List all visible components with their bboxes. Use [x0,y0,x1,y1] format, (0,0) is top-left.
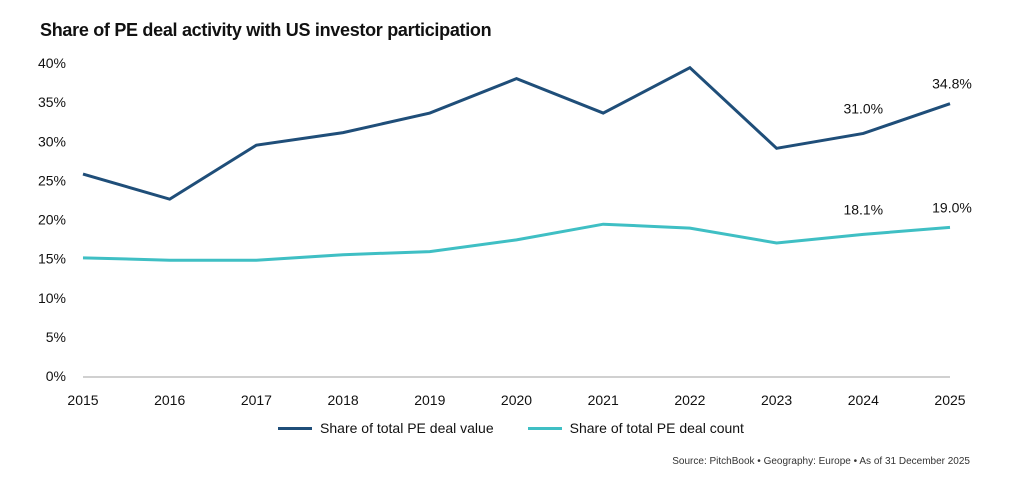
legend: Share of total PE deal value Share of to… [0,420,1022,436]
x-tick-label: 2024 [848,392,879,408]
x-tick-label: 2023 [761,392,792,408]
series-line-1 [82,222,951,262]
x-tick-label: 2018 [328,392,359,408]
x-tick-label: 2019 [414,392,445,408]
x-tick-label: 2020 [501,392,532,408]
legend-swatch [278,426,313,430]
chart-title: Share of PE deal activity with US invest… [40,20,492,40]
y-tick-label: 25% [38,172,66,188]
data-label: 19.0% [932,199,972,215]
data-label: 18.1% [843,201,883,217]
data-label: 34.8% [932,76,972,92]
y-tick-label: 10% [38,290,66,306]
x-tick-label: 2017 [241,392,272,408]
y-tick-label: 30% [38,133,66,149]
y-tick-label: 35% [38,94,66,110]
data-label: 31.0% [843,100,883,116]
legend-swatch [527,426,562,430]
y-tick-label: 0% [46,368,66,384]
x-tick-label: 2015 [67,392,98,408]
source-note: Source: PitchBook • Geography: Europe • … [672,456,970,467]
x-tick-label: 2025 [934,392,965,408]
y-tick-label: 5% [46,329,66,345]
series-line-0 [82,65,951,201]
legend-item-deal-value: Share of total PE deal value [278,420,494,436]
legend-item-deal-count: Share of total PE deal count [527,420,744,436]
x-tick-label: 2021 [588,392,619,408]
y-tick-label: 15% [38,251,66,267]
legend-label: Share of total PE deal value [320,420,494,436]
x-tick-label: 2016 [154,392,185,408]
y-tick-label: 20% [38,212,66,228]
x-tick-label: 2022 [674,392,705,408]
legend-label: Share of total PE deal count [569,420,744,436]
y-tick-label: 40% [38,55,66,71]
